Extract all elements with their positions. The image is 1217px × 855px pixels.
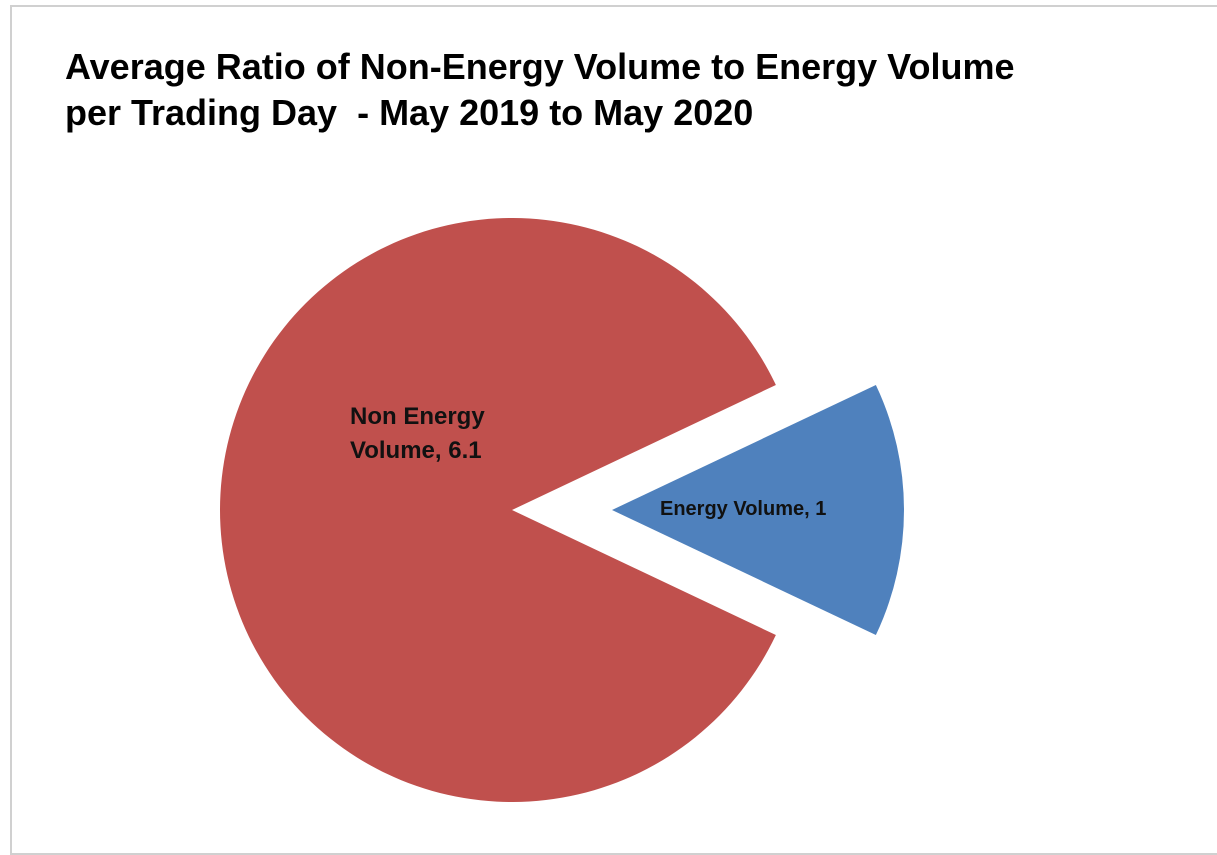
data-label: Energy Volume, 1 xyxy=(660,498,827,520)
chart-title: Average Ratio of Non-Energy Volume to En… xyxy=(65,46,1025,133)
pie-slice xyxy=(612,384,904,636)
pie-slice xyxy=(220,218,776,803)
data-label: Non Energy Volume, 6.1 xyxy=(350,403,485,464)
